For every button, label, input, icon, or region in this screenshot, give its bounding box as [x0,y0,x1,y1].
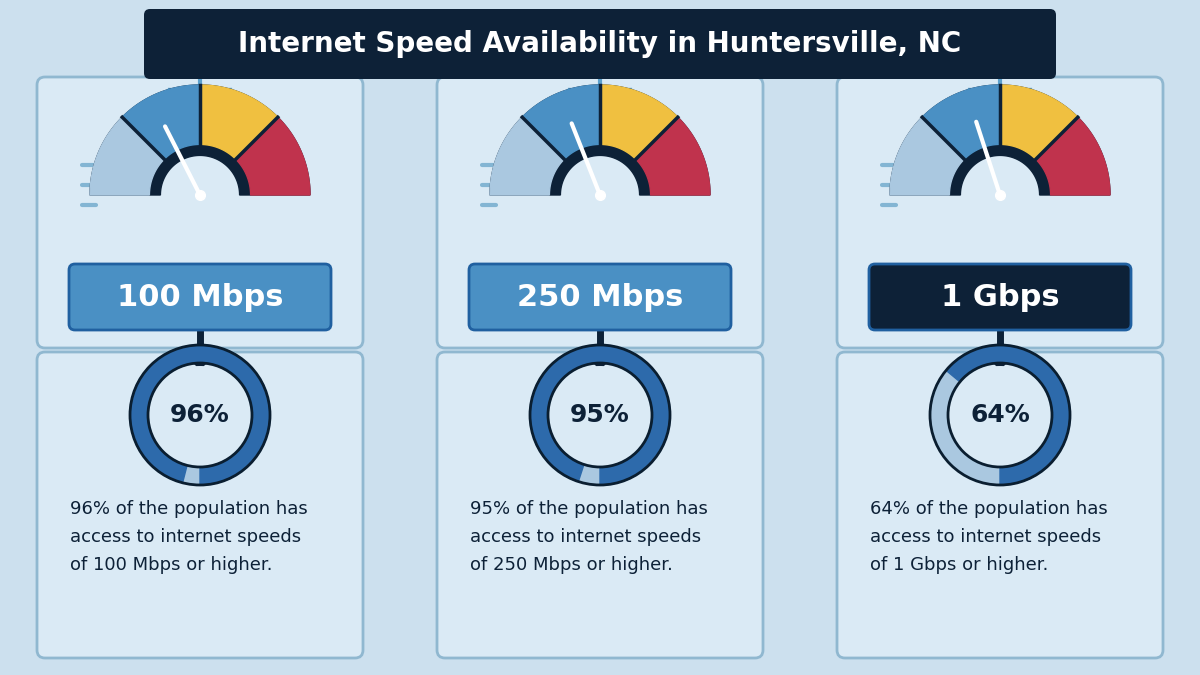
Text: 96%: 96% [170,403,230,427]
Polygon shape [235,117,310,195]
FancyBboxPatch shape [869,264,1132,330]
FancyBboxPatch shape [838,352,1163,658]
Text: 95%: 95% [570,403,630,427]
FancyBboxPatch shape [838,77,1163,348]
Polygon shape [946,345,1070,485]
Polygon shape [130,345,270,485]
Polygon shape [930,345,1070,485]
FancyBboxPatch shape [37,352,364,658]
Polygon shape [590,360,610,370]
FancyBboxPatch shape [437,77,763,348]
FancyBboxPatch shape [144,9,1056,79]
FancyBboxPatch shape [70,264,331,330]
Text: 95% of the population has
access to internet speeds
of 250 Mbps or higher.: 95% of the population has access to inte… [470,500,708,574]
Polygon shape [190,360,210,370]
Text: 1 Gbps: 1 Gbps [941,283,1060,311]
Text: 250 Mbps: 250 Mbps [517,283,683,311]
FancyBboxPatch shape [469,264,731,330]
Polygon shape [890,85,1110,195]
FancyBboxPatch shape [437,352,763,658]
Polygon shape [890,117,965,195]
Polygon shape [1000,85,1078,159]
FancyBboxPatch shape [37,77,364,348]
Text: Internet Speed Availability in Huntersville, NC: Internet Speed Availability in Huntersvi… [239,30,961,58]
Polygon shape [923,85,1000,159]
Polygon shape [130,345,270,485]
Polygon shape [522,85,600,159]
Polygon shape [490,117,564,195]
Circle shape [952,366,1049,464]
Polygon shape [600,85,678,159]
Polygon shape [90,85,310,195]
Polygon shape [90,117,164,195]
Polygon shape [530,345,670,485]
Circle shape [151,366,250,464]
Polygon shape [122,85,200,159]
Polygon shape [490,85,710,195]
Polygon shape [636,117,710,195]
Text: 64% of the population has
access to internet speeds
of 1 Gbps or higher.: 64% of the population has access to inte… [870,500,1108,574]
Polygon shape [1036,117,1110,195]
Text: 96% of the population has
access to internet speeds
of 100 Mbps or higher.: 96% of the population has access to inte… [70,500,307,574]
Text: 100 Mbps: 100 Mbps [116,283,283,311]
Text: 64%: 64% [970,403,1030,427]
Polygon shape [530,345,670,485]
Circle shape [551,366,649,464]
Polygon shape [200,85,277,159]
Polygon shape [990,360,1010,370]
